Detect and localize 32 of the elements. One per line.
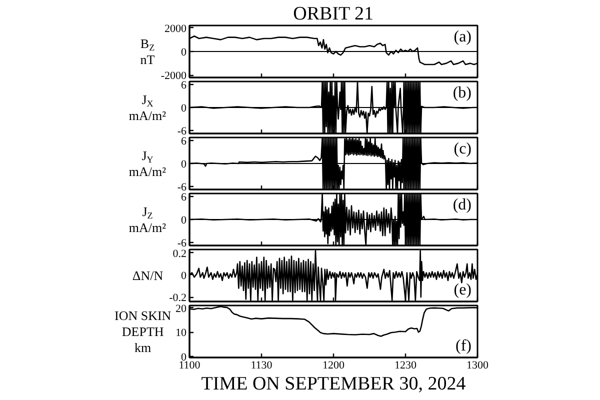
- y-tick-label: 0: [181, 46, 187, 58]
- y-tick-label: 0: [181, 102, 187, 114]
- annotation: (f): [456, 338, 472, 355]
- y-tick-label: 6: [181, 136, 187, 148]
- y-tick-label: 0: [181, 214, 187, 226]
- y-tick-label: 0: [181, 270, 187, 282]
- y-tick-label: 10: [176, 327, 187, 340]
- y-tick-label: -0.2: [169, 292, 187, 304]
- x-tick-label: 1230: [394, 360, 417, 372]
- annotation: (a): [454, 28, 472, 46]
- x-axis-title: TIME ON SEPTEMBER 30, 2024: [201, 374, 466, 394]
- y-axis-title: ION SKIN DEPTH km: [114, 308, 172, 355]
- annotation: (c): [454, 140, 472, 158]
- annotation: (e): [454, 282, 472, 299]
- annotation: (d): [452, 196, 472, 214]
- y-tick-label: 2000: [164, 22, 187, 35]
- y-tick-label: 6: [181, 80, 187, 92]
- chart-title: ORBIT 21: [293, 4, 374, 24]
- x-tick-label: 1300: [466, 360, 489, 372]
- y-tick-label: 6: [181, 192, 187, 204]
- x-tick-label: 1200: [322, 360, 345, 372]
- y-tick-label: -6: [177, 125, 187, 138]
- y-tick-label: 20: [176, 302, 187, 315]
- y-tick-label: -6: [177, 237, 187, 250]
- y-tick-label: 0: [181, 158, 187, 170]
- x-tick-label: 1100: [178, 360, 201, 372]
- y-axis-title: ΔN/N: [132, 268, 164, 283]
- annotation: (b): [452, 84, 472, 102]
- x-tick-label: 1130: [250, 360, 273, 372]
- y-tick-label: 0.2: [172, 248, 186, 260]
- y-tick-label: -2000: [160, 70, 187, 82]
- y-tick-label: -6: [177, 181, 187, 194]
